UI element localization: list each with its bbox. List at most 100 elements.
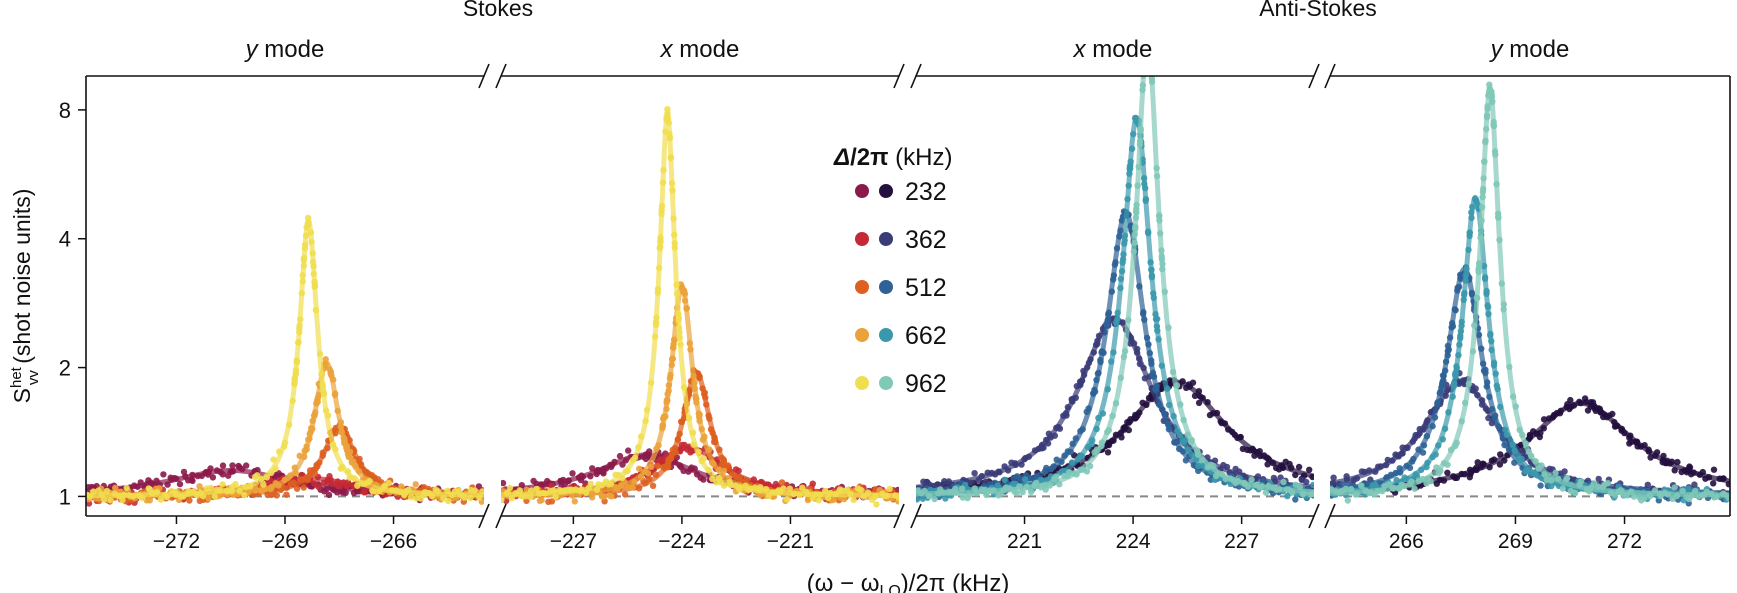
- data-point: [1344, 497, 1352, 504]
- legend-label: 362: [905, 226, 947, 254]
- data-point: [1572, 489, 1579, 497]
- data-point: [636, 465, 643, 472]
- data-point: [830, 496, 838, 503]
- x-tick-label: 266: [1389, 530, 1424, 553]
- data-point: [189, 477, 196, 485]
- legend-label: 662: [905, 322, 947, 350]
- panel-3: [916, 29, 1314, 503]
- legend: Δ/2π (kHz) 232 362 512 662 962: [833, 144, 953, 398]
- y-axis-label: Shetvv (shot noise units): [8, 189, 42, 404]
- data-point: [533, 485, 540, 493]
- data-point: [385, 479, 392, 487]
- fit-line-962: [86, 218, 484, 499]
- data-point: [1042, 486, 1049, 493]
- data-point: [608, 493, 615, 500]
- data-point: [1671, 484, 1678, 491]
- data-point: [243, 462, 250, 469]
- data-point: [1144, 29, 1150, 35]
- legend-swatch-stokes: [855, 280, 869, 294]
- x-tick-label: 272: [1607, 530, 1642, 553]
- axis-break-mark: [910, 503, 922, 529]
- panel-title-4: y mode: [1489, 36, 1570, 63]
- data-point: [1358, 482, 1365, 490]
- data-point: [413, 495, 420, 502]
- data-point: [971, 470, 978, 477]
- data-point: [1710, 466, 1718, 473]
- data-point: [815, 497, 822, 504]
- data-point: [538, 496, 545, 504]
- data-point: [229, 462, 236, 469]
- data-point: [625, 447, 632, 454]
- data-point: [157, 496, 164, 503]
- data-point: [1386, 481, 1393, 488]
- data-point: [408, 494, 415, 501]
- x-axis-ticks: −272 −269 −266 −227 −224 −221 221 224 227 266 269 2…: [153, 516, 1642, 553]
- axes-frame: [85, 63, 1731, 529]
- data-point: [1001, 476, 1008, 483]
- data-point: [569, 470, 576, 477]
- data-point: [1474, 459, 1481, 466]
- data-point: [778, 479, 786, 486]
- data-point: [1310, 481, 1314, 489]
- data-point: [1577, 478, 1585, 485]
- x-tick-label: −227: [550, 530, 597, 553]
- legend-label: 512: [905, 274, 947, 302]
- legend-swatch-antistokes: [879, 280, 893, 294]
- data-point: [501, 496, 505, 503]
- data-point: [207, 484, 215, 492]
- data-point: [850, 496, 857, 503]
- y-tick-label: 8: [59, 98, 71, 123]
- axis-break-mark: [495, 503, 507, 529]
- data-point: [501, 479, 507, 487]
- data-point: [1644, 481, 1652, 488]
- plot-area: [86, 29, 1730, 508]
- data-point: [176, 480, 184, 488]
- legend-swatch-antistokes: [879, 232, 893, 246]
- data-point: [219, 481, 226, 488]
- y-tick-label: 2: [59, 356, 71, 381]
- data-point: [786, 485, 793, 492]
- data-point: [589, 494, 596, 501]
- x-tick-label: −272: [153, 530, 200, 553]
- data-point: [1248, 476, 1255, 483]
- data-point: [1604, 480, 1612, 487]
- data-point: [664, 106, 671, 113]
- data-point: [873, 501, 880, 508]
- axis-break-mark: [478, 503, 490, 529]
- data-point: [412, 481, 419, 488]
- axis-break-mark: [893, 503, 905, 529]
- data-point: [1685, 485, 1692, 492]
- fit-line-962: [1330, 85, 1730, 498]
- data-point: [1330, 474, 1337, 481]
- data-point: [587, 480, 594, 488]
- data-point: [649, 482, 657, 489]
- axis-break-mark: [910, 63, 922, 89]
- data-point: [196, 483, 203, 490]
- data-point: [1195, 399, 1203, 407]
- data-point: [471, 487, 478, 494]
- data-point: [1691, 481, 1698, 488]
- x-tick-label: −266: [370, 530, 417, 553]
- data-point: [209, 474, 217, 481]
- legend-swatch-antistokes: [879, 184, 893, 198]
- axis-break-mark: [495, 63, 507, 89]
- x-tick-label: −224: [658, 530, 706, 553]
- data-point: [1552, 469, 1559, 477]
- data-point: [1537, 482, 1544, 489]
- data-point: [1710, 480, 1717, 487]
- data-point: [186, 497, 193, 504]
- axis-break-mark: [893, 63, 905, 89]
- data-point: [1559, 485, 1567, 492]
- legend-title: Δ/2π (kHz): [833, 144, 953, 171]
- data-point: [219, 462, 227, 469]
- group-title-anti-stokes: Anti-Stokes: [1259, 0, 1377, 21]
- legend-swatch-antistokes: [879, 376, 893, 390]
- panel-title-3: x mode: [1073, 36, 1153, 63]
- data-point: [160, 471, 167, 478]
- data-point: [273, 492, 280, 499]
- x-axis-label: (ω − ωLO)/2π (kHz): [807, 570, 1010, 593]
- data-point: [1411, 485, 1418, 492]
- y-axis-ticks: 1 2 4 8: [59, 98, 86, 509]
- data-point: [1641, 494, 1648, 502]
